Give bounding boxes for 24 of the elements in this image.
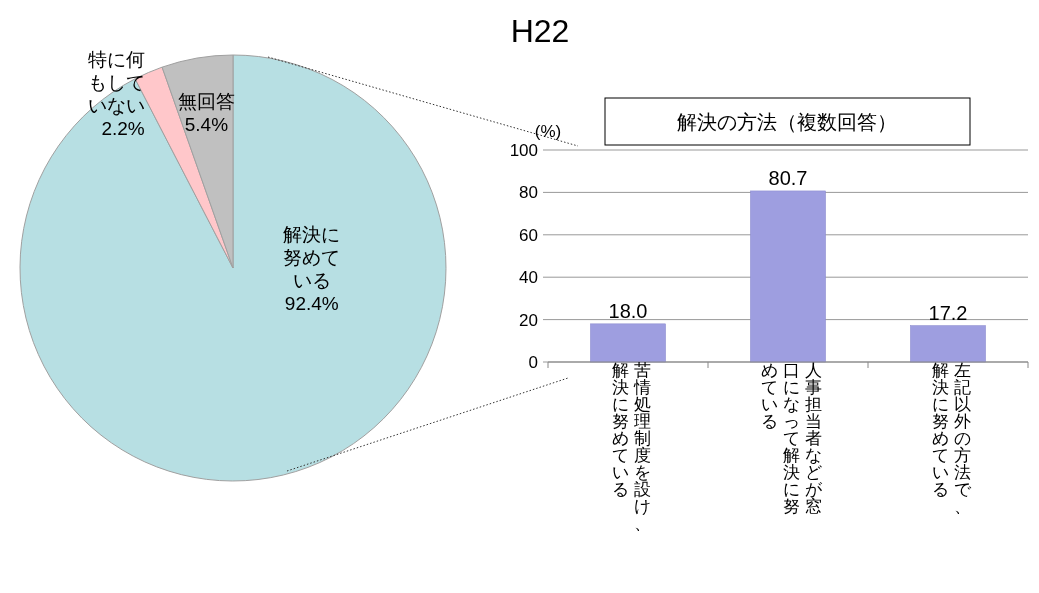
y-tick-label: 0 (528, 353, 538, 372)
y-tick-label: 20 (519, 310, 538, 330)
data-label: 18.0 (608, 299, 648, 322)
data-label: 92.4% (284, 292, 339, 314)
x-tick-label: 苦情処理制度を設け、解決に努めている (611, 361, 651, 533)
text: H22 (510, 13, 570, 49)
data-label: 80.7 (768, 166, 808, 189)
slice-label: 特に何もしていない (87, 49, 145, 117)
data-label: 5.4% (184, 114, 229, 136)
x-tick-label: 人事担当者などが窓口になって解決に努めている (760, 361, 823, 516)
y-axis-title: (%) (534, 122, 562, 141)
bar (910, 325, 986, 363)
y-tick-label: 60 (519, 225, 538, 245)
y-tick-label: 100 (509, 141, 538, 160)
y-tick-label: 40 (519, 268, 538, 288)
bar (590, 323, 666, 363)
chart-title: 解決の方法（複数回答） (677, 111, 897, 133)
bar (750, 190, 826, 363)
x-tick-label: 左記以外の方法で、解決に努めている (931, 361, 972, 516)
data-label: 2.2% (101, 118, 145, 140)
y-tick-label: 80 (519, 183, 538, 203)
slice-label: 解決に努めている (283, 223, 341, 291)
data-label: 17.2 (928, 301, 968, 324)
slice-label: 無回答 (177, 91, 235, 113)
